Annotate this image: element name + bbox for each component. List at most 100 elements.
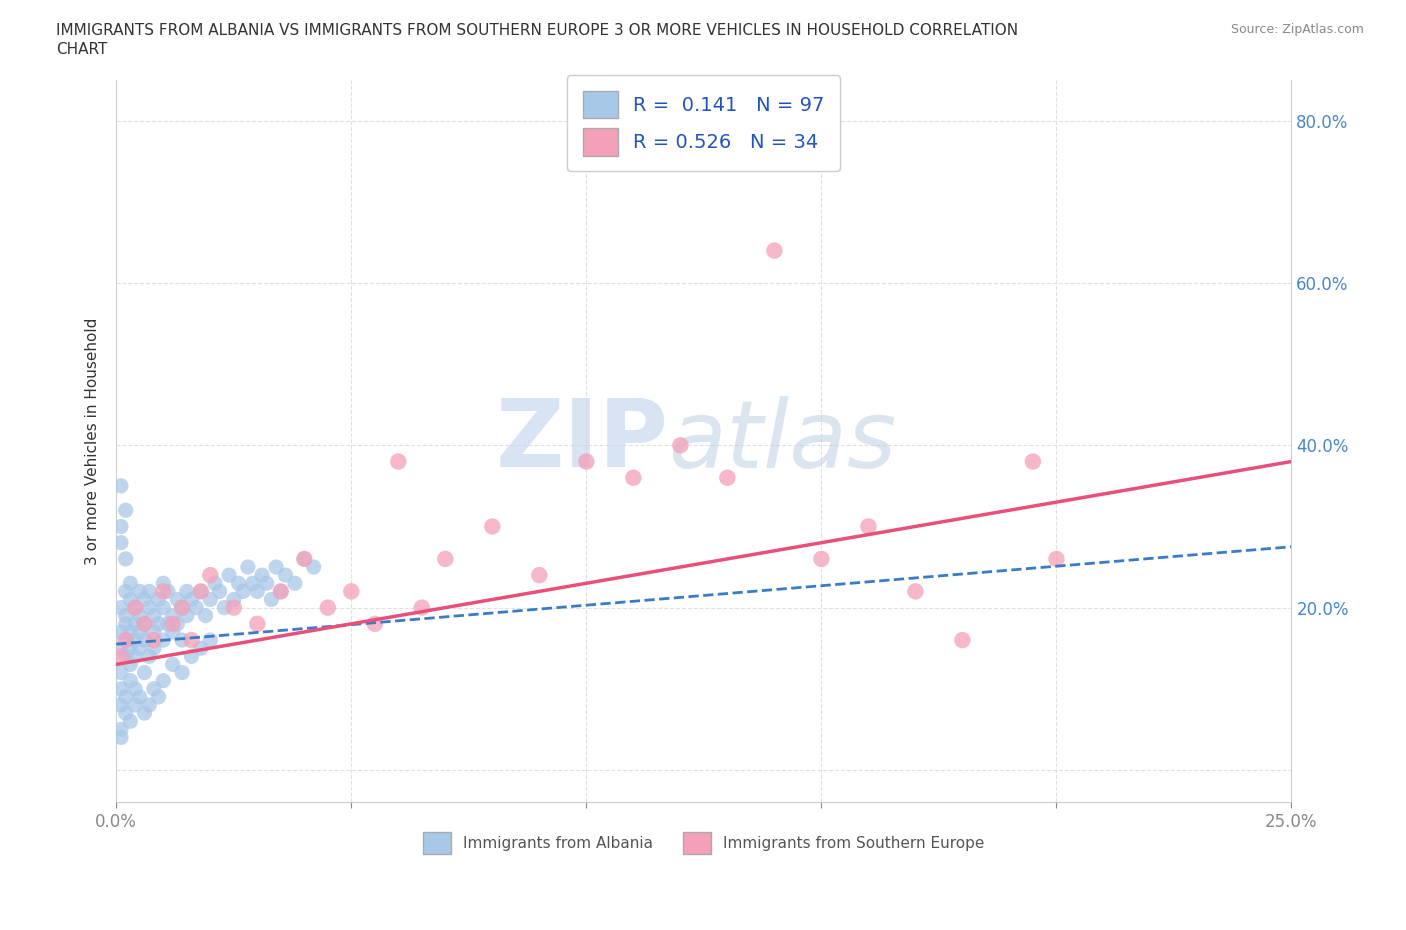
Point: [162, 657, 184, 671]
Point: [434, 551, 457, 566]
Point: [242, 576, 264, 591]
Point: [180, 632, 202, 647]
Point: [114, 617, 136, 631]
Point: [120, 576, 142, 591]
Point: [222, 592, 245, 607]
Point: [302, 560, 325, 575]
Point: [172, 600, 194, 615]
Point: [120, 714, 142, 729]
Point: [481, 519, 503, 534]
Point: [114, 503, 136, 518]
Point: [190, 584, 212, 599]
Point: [246, 617, 269, 631]
Point: [292, 551, 315, 566]
Point: [166, 592, 188, 607]
Point: [124, 600, 146, 615]
Point: [120, 625, 142, 640]
Point: [110, 698, 132, 712]
Point: [162, 625, 184, 640]
Point: [114, 689, 136, 704]
Point: [124, 600, 146, 615]
Point: [228, 576, 250, 591]
Point: [156, 584, 179, 599]
Point: [364, 617, 387, 631]
Text: atlas: atlas: [669, 396, 897, 486]
Point: [186, 600, 208, 615]
Point: [292, 551, 315, 566]
Point: [190, 641, 212, 656]
Point: [200, 567, 222, 582]
Point: [208, 584, 231, 599]
Point: [284, 576, 307, 591]
Point: [142, 682, 165, 697]
Point: [114, 584, 136, 599]
Point: [110, 625, 132, 640]
Point: [316, 600, 339, 615]
Point: [621, 471, 644, 485]
Point: [1022, 454, 1045, 469]
Point: [575, 454, 598, 469]
Point: [260, 592, 283, 607]
Point: [232, 584, 254, 599]
Point: [716, 471, 738, 485]
Point: [256, 576, 278, 591]
Point: [214, 600, 236, 615]
Point: [110, 649, 132, 664]
Point: [858, 519, 880, 534]
Point: [142, 641, 165, 656]
Point: [128, 641, 150, 656]
Point: [148, 592, 170, 607]
Point: [110, 641, 132, 656]
Point: [204, 576, 226, 591]
Point: [172, 665, 194, 680]
Point: [110, 536, 132, 551]
Point: [134, 665, 156, 680]
Point: [142, 608, 165, 623]
Point: [156, 617, 179, 631]
Point: [110, 730, 132, 745]
Point: [110, 478, 132, 493]
Text: ZIP: ZIP: [496, 395, 669, 487]
Point: [152, 584, 174, 599]
Point: [152, 632, 174, 647]
Point: [152, 576, 174, 591]
Text: Source: ZipAtlas.com: Source: ZipAtlas.com: [1230, 23, 1364, 36]
Point: [1045, 551, 1067, 566]
Point: [124, 698, 146, 712]
Point: [142, 625, 165, 640]
Point: [110, 722, 132, 737]
Point: [134, 592, 156, 607]
Point: [904, 584, 927, 599]
Point: [138, 649, 160, 664]
Point: [152, 600, 174, 615]
Point: [134, 632, 156, 647]
Point: [148, 617, 170, 631]
Point: [142, 632, 165, 647]
Text: IMMIGRANTS FROM ALBANIA VS IMMIGRANTS FROM SOUTHERN EUROPE 3 OR MORE VEHICLES IN: IMMIGRANTS FROM ALBANIA VS IMMIGRANTS FR…: [56, 23, 1018, 38]
Point: [763, 243, 786, 258]
Point: [411, 600, 433, 615]
Point: [124, 649, 146, 664]
Point: [134, 617, 156, 631]
Point: [250, 567, 273, 582]
Point: [114, 632, 136, 647]
Point: [114, 608, 136, 623]
Y-axis label: 3 or more Vehicles in Household: 3 or more Vehicles in Household: [86, 317, 100, 565]
Point: [340, 584, 363, 599]
Point: [120, 592, 142, 607]
Point: [669, 438, 692, 453]
Point: [128, 608, 150, 623]
Point: [529, 567, 551, 582]
Point: [180, 592, 202, 607]
Point: [200, 592, 222, 607]
Point: [128, 689, 150, 704]
Point: [120, 657, 142, 671]
Point: [124, 632, 146, 647]
Point: [114, 649, 136, 664]
Point: [120, 641, 142, 656]
Point: [166, 617, 188, 631]
Point: [120, 673, 142, 688]
Point: [270, 584, 292, 599]
Point: [138, 600, 160, 615]
Legend: Immigrants from Albania, Immigrants from Southern Europe: Immigrants from Albania, Immigrants from…: [418, 826, 991, 859]
